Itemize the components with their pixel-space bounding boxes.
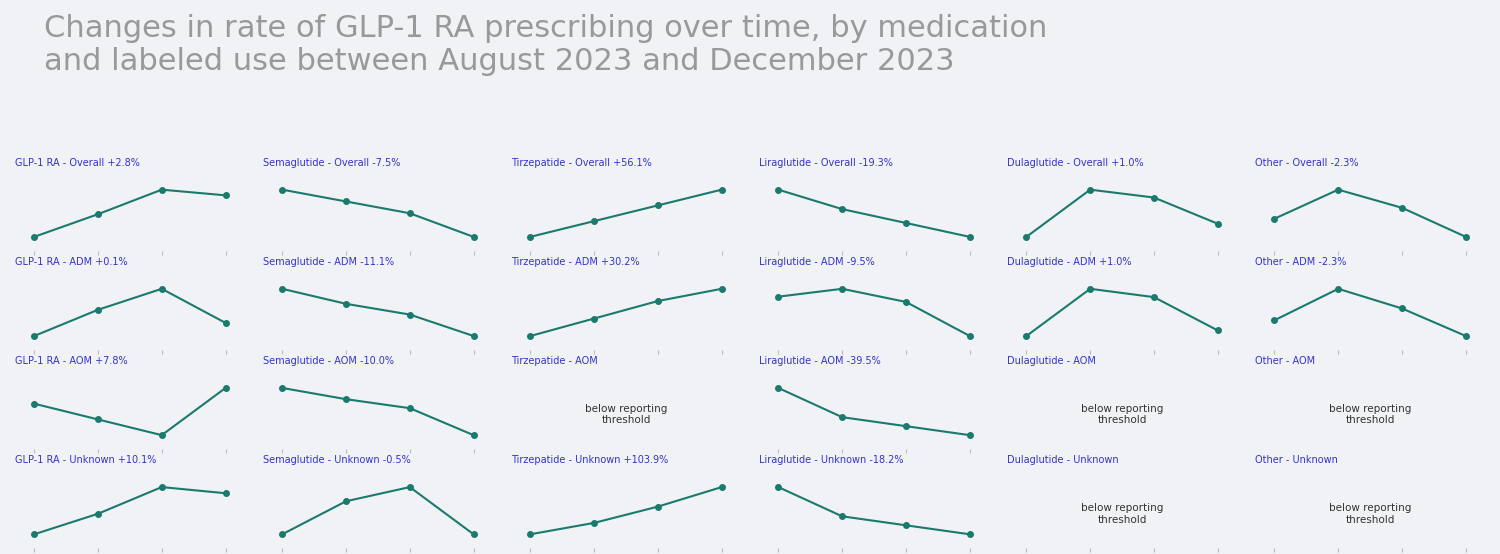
Text: Other - AOM: Other - AOM (1256, 356, 1316, 366)
Text: Other - Unknown: Other - Unknown (1256, 455, 1338, 465)
Text: Semaglutide - Overall -7.5%: Semaglutide - Overall -7.5% (262, 158, 400, 168)
Text: Other - Overall -2.3%: Other - Overall -2.3% (1256, 158, 1359, 168)
Text: Tirzepatide - Overall +56.1%: Tirzepatide - Overall +56.1% (512, 158, 652, 168)
Text: GLP-1 RA - AOM +7.8%: GLP-1 RA - AOM +7.8% (15, 356, 128, 366)
Text: Semaglutide - AOM -10.0%: Semaglutide - AOM -10.0% (262, 356, 394, 366)
Text: Dulaglutide - Unknown: Dulaglutide - Unknown (1007, 455, 1119, 465)
Text: below reporting
threshold: below reporting threshold (1082, 404, 1164, 425)
Text: below reporting
threshold: below reporting threshold (1082, 503, 1164, 525)
Text: below reporting
threshold: below reporting threshold (585, 404, 668, 425)
Text: Semaglutide - Unknown -0.5%: Semaglutide - Unknown -0.5% (262, 455, 411, 465)
Text: GLP-1 RA - ADM +0.1%: GLP-1 RA - ADM +0.1% (15, 257, 128, 267)
Text: Other - ADM -2.3%: Other - ADM -2.3% (1256, 257, 1347, 267)
Text: GLP-1 RA - Unknown +10.1%: GLP-1 RA - Unknown +10.1% (15, 455, 156, 465)
Text: Liraglutide - Overall -19.3%: Liraglutide - Overall -19.3% (759, 158, 892, 168)
Text: Tirzepatide - ADM +30.2%: Tirzepatide - ADM +30.2% (512, 257, 639, 267)
Text: Semaglutide - ADM -11.1%: Semaglutide - ADM -11.1% (262, 257, 394, 267)
Text: Liraglutide - Unknown -18.2%: Liraglutide - Unknown -18.2% (759, 455, 903, 465)
Text: Changes in rate of GLP-1 RA prescribing over time, by medication
and labeled use: Changes in rate of GLP-1 RA prescribing … (45, 14, 1048, 76)
Text: GLP-1 RA - Overall +2.8%: GLP-1 RA - Overall +2.8% (15, 158, 140, 168)
Text: below reporting
threshold: below reporting threshold (1329, 503, 1412, 525)
Text: Tirzepatide - Unknown +103.9%: Tirzepatide - Unknown +103.9% (512, 455, 669, 465)
Text: Dulaglutide - Overall +1.0%: Dulaglutide - Overall +1.0% (1007, 158, 1144, 168)
Text: Dulaglutide - ADM +1.0%: Dulaglutide - ADM +1.0% (1007, 257, 1131, 267)
Text: below reporting
threshold: below reporting threshold (1329, 404, 1412, 425)
Text: Liraglutide - ADM -9.5%: Liraglutide - ADM -9.5% (759, 257, 874, 267)
Text: Liraglutide - AOM -39.5%: Liraglutide - AOM -39.5% (759, 356, 880, 366)
Text: Dulaglutide - AOM: Dulaglutide - AOM (1007, 356, 1096, 366)
Text: Tirzepatide - AOM: Tirzepatide - AOM (512, 356, 598, 366)
